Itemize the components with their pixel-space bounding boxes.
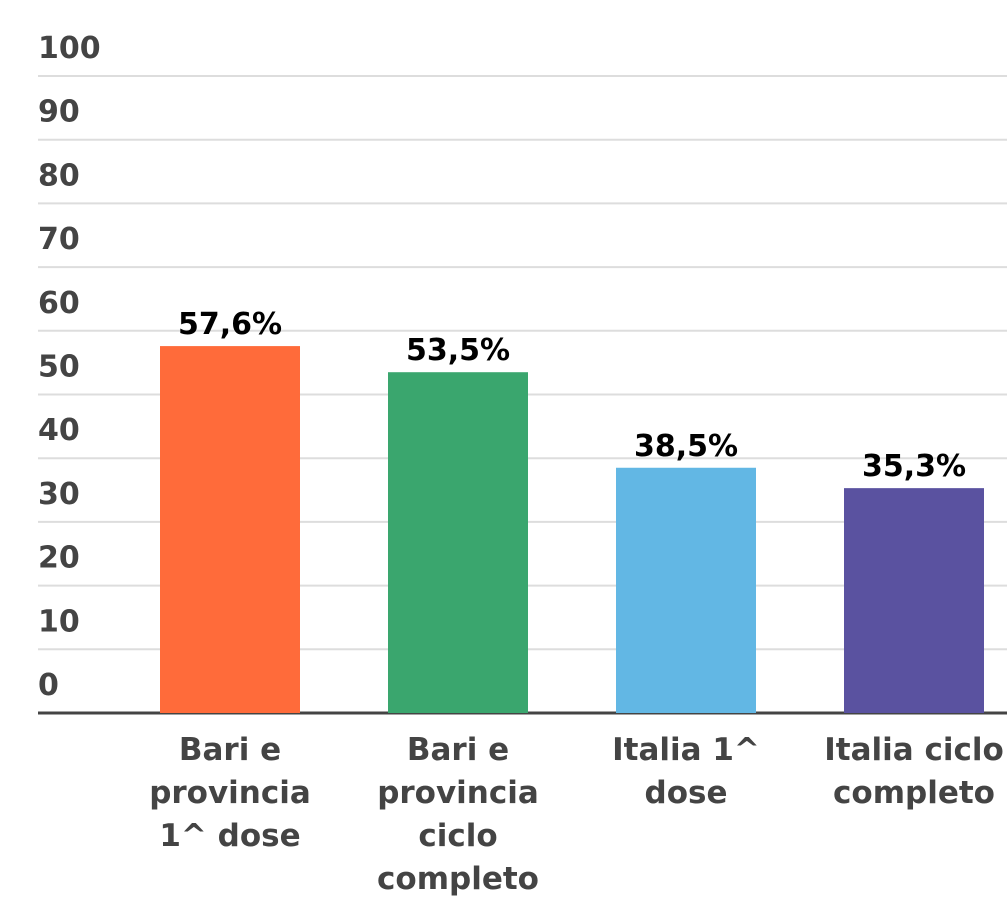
x-tick-label: Bari e provincia 1^ dose: [149, 732, 311, 854]
y-tick-label: 40: [38, 413, 80, 448]
value-label: 53,5%: [406, 333, 510, 368]
bar: [616, 467, 756, 713]
bar: [388, 372, 528, 713]
y-tick-label: 50: [38, 350, 80, 385]
value-label: 35,3%: [862, 449, 966, 484]
x-tick-label: Italia 1^ dose: [612, 732, 760, 811]
y-tick-label: 20: [38, 541, 80, 576]
y-tick-label: 90: [38, 95, 80, 130]
y-tick-label: 70: [38, 222, 80, 257]
y-tick-label: 0: [38, 668, 59, 703]
y-tick-label: 80: [38, 158, 80, 193]
y-tick-label: 30: [38, 477, 80, 512]
value-label: 38,5%: [634, 429, 738, 464]
bar: [844, 488, 984, 713]
x-tick-label: Italia ciclo completo: [824, 732, 1004, 811]
bar: [160, 346, 300, 713]
y-tick-label: 100: [38, 31, 101, 66]
y-tick-label: 60: [38, 286, 80, 321]
y-tick-label: 10: [38, 604, 80, 639]
x-tick-label: Bari e provincia ciclo completo: [377, 732, 539, 897]
value-label: 57,6%: [178, 307, 282, 342]
